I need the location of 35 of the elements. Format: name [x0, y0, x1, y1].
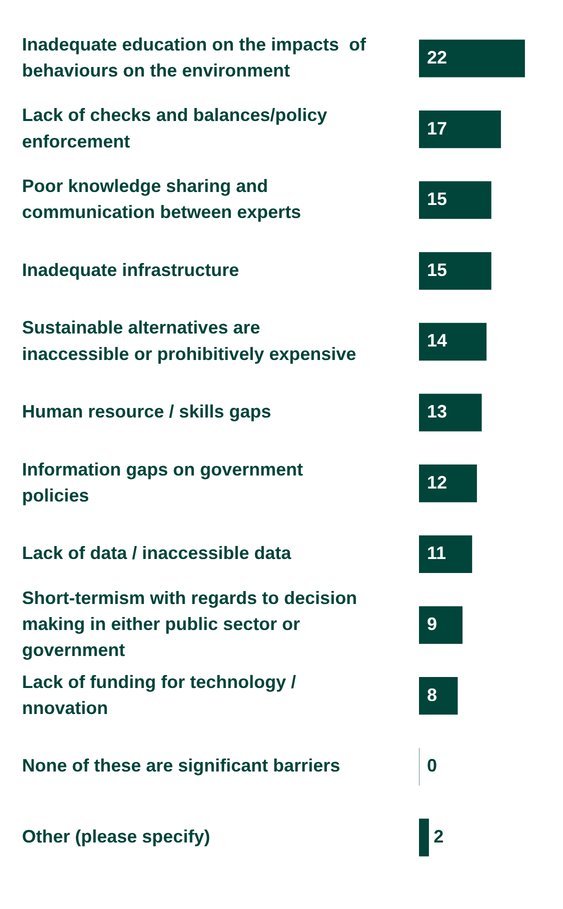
bar: [419, 322, 487, 361]
y-tick-label: Inadequate education on the impacts of behaviours on the environment: [22, 34, 368, 80]
data-label: 8: [427, 684, 438, 705]
data-label: 17: [427, 118, 448, 138]
y-tick-label: None of these are significant barriers: [22, 756, 340, 776]
y-tick-label: Other (please specify): [22, 826, 210, 846]
y-tick-label: Lack of checks and balances/policy enforcement: [22, 105, 328, 152]
data-label: 14: [427, 330, 448, 351]
bar: [419, 181, 492, 219]
data-label: 15: [427, 260, 448, 280]
y-tick-label: Inadequate infrastructure: [22, 260, 240, 280]
y-tick-label: Short-termism with regards to decision making in either public sector or government: [22, 588, 358, 660]
bar: [419, 606, 463, 644]
bar: [419, 464, 477, 502]
bar: [419, 818, 429, 856]
y-tick-label: Lack of data / inaccessible data: [22, 543, 292, 564]
y-tick-label: Poor knowledge sharing and communication between experts: [22, 176, 302, 222]
y-tick-label: Human resource / skills gaps: [22, 402, 272, 422]
y-tick-label: Information gaps on government policies: [22, 459, 304, 506]
data-label: 22: [427, 47, 448, 68]
data-label: 12: [427, 472, 448, 492]
data-label: 2: [434, 826, 444, 846]
bar: [419, 394, 482, 432]
bar: [419, 535, 472, 574]
data-label: 15: [427, 189, 448, 210]
bar: [419, 40, 525, 78]
bar: [419, 252, 492, 290]
y-tick-label: Lack of funding for technology / nnovation: [22, 672, 296, 718]
bar: [419, 677, 458, 715]
data-label: 0: [427, 756, 438, 776]
data-label: 11: [427, 543, 446, 564]
data-label: 13: [427, 402, 448, 422]
bar: [419, 110, 501, 148]
data-label: 9: [427, 614, 438, 634]
y-tick-label: Sustainable alternatives are inaccessible or prohibitively expensive: [22, 318, 356, 364]
